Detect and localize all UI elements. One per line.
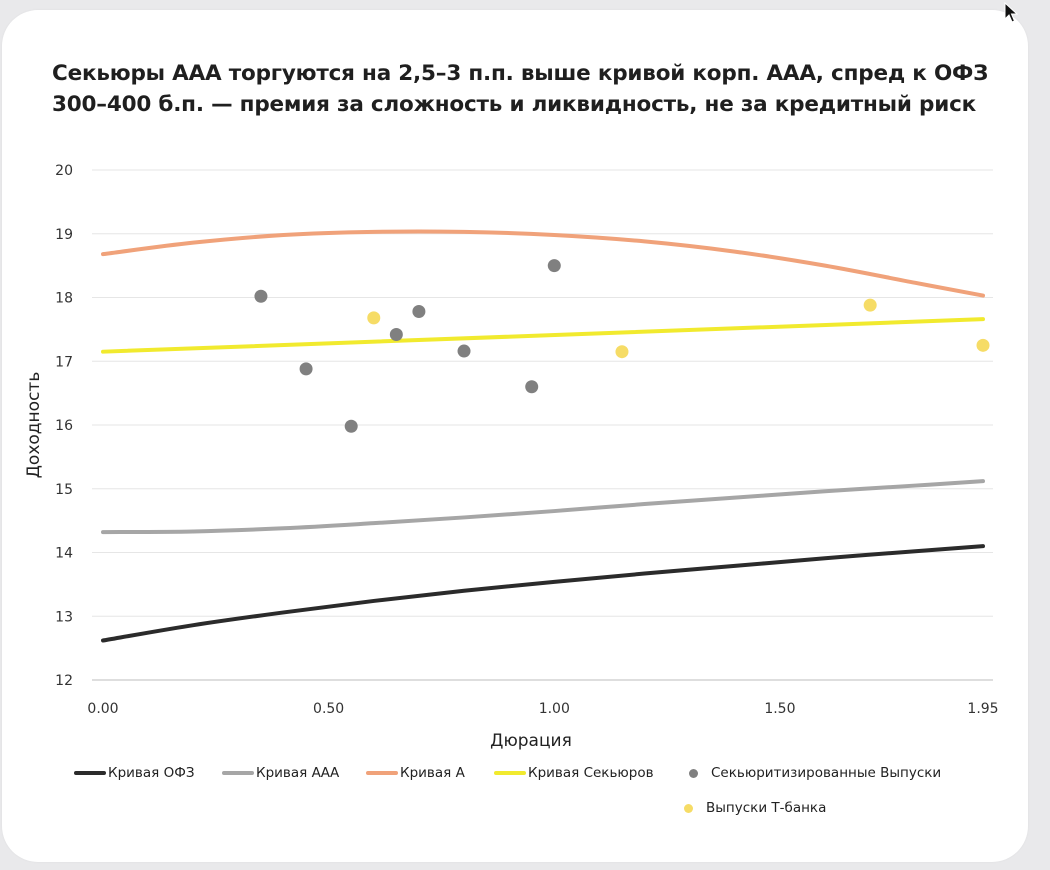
chart-card [2, 10, 1028, 862]
series-4-point [457, 344, 471, 358]
series-5-point [615, 345, 629, 359]
x-axis-label: Дюрация [490, 731, 572, 751]
legend-line-swatch [366, 771, 398, 775]
series-5-point [976, 338, 990, 352]
x-tick-label: 1.00 [539, 701, 570, 717]
chart-title: Секьюры ААА торгуются на 2,5–3 п.п. выше… [52, 58, 1012, 120]
y-tick-label: 19 [55, 227, 73, 243]
legend-line-swatch [222, 771, 254, 775]
series-4-point [525, 380, 539, 394]
y-tick-label: 16 [55, 418, 73, 434]
series-5-point [367, 311, 381, 325]
series-4-point [547, 259, 561, 273]
grid-lines [92, 169, 993, 681]
legend-label: Выпуски Т-банка [706, 800, 827, 816]
x-tick-label: 1.95 [967, 701, 998, 717]
legend-item: Выпуски Т-банка [684, 800, 826, 816]
legend-dot-swatch [689, 768, 698, 778]
x-tick-label: 0.00 [87, 701, 118, 717]
legend-label: Кривая А [400, 765, 465, 781]
legend-label: Секьюритизированные Выпуски [711, 765, 942, 781]
legend-item: Кривая ААА [222, 765, 339, 781]
chart-title-line-2: 300–400 б.п. — премия за сложность и лик… [52, 92, 977, 117]
series-4-point [299, 362, 313, 376]
y-tick-label: 18 [55, 291, 73, 307]
series-4-point [344, 419, 358, 433]
legend-item: Секьюритизированные Выпуски [689, 765, 941, 781]
legend-dot-swatch [684, 803, 693, 813]
y-tick-label: 12 [55, 673, 73, 689]
series-4-point [389, 327, 403, 341]
series-4-point [254, 289, 268, 303]
series-0-line [101, 544, 985, 643]
legend-line-swatch [74, 771, 106, 775]
legend-item: Кривая А [366, 765, 465, 781]
series-4-point [412, 305, 426, 319]
y-tick-label: 17 [55, 354, 73, 370]
y-tick-label: 14 [55, 546, 73, 562]
legend-label: Кривая Секьюров [528, 765, 654, 781]
series-3-line [101, 317, 985, 354]
legend-label: Кривая ОФЗ [108, 765, 195, 781]
x-tick-label: 1.50 [764, 701, 795, 717]
legend-item: Кривая ОФЗ [74, 765, 194, 781]
legend-label: Кривая ААА [256, 765, 340, 781]
chart-title-line-1: Секьюры ААА торгуются на 2,5–3 п.п. выше… [52, 61, 989, 86]
legend-item: Кривая Секьюров [494, 765, 654, 781]
series-1-line [101, 479, 985, 535]
y-tick-label: 15 [55, 482, 73, 498]
series-5-point [863, 298, 877, 312]
legend-line-swatch [494, 771, 526, 775]
series-2-line [101, 229, 985, 298]
series-lines [101, 229, 985, 643]
y-tick-label: 13 [55, 609, 73, 625]
series-points [254, 259, 990, 433]
mouse-pointer-icon [1004, 2, 1018, 23]
y-tick-label: 20 [55, 163, 73, 179]
x-tick-label: 0.50 [313, 701, 344, 717]
y-axis-label: Доходность [24, 372, 44, 479]
axes: 12 13 14 15 16 17 18 19 20 0.00 0.50 1.00 1.50 1.95 Дю… [24, 163, 999, 751]
